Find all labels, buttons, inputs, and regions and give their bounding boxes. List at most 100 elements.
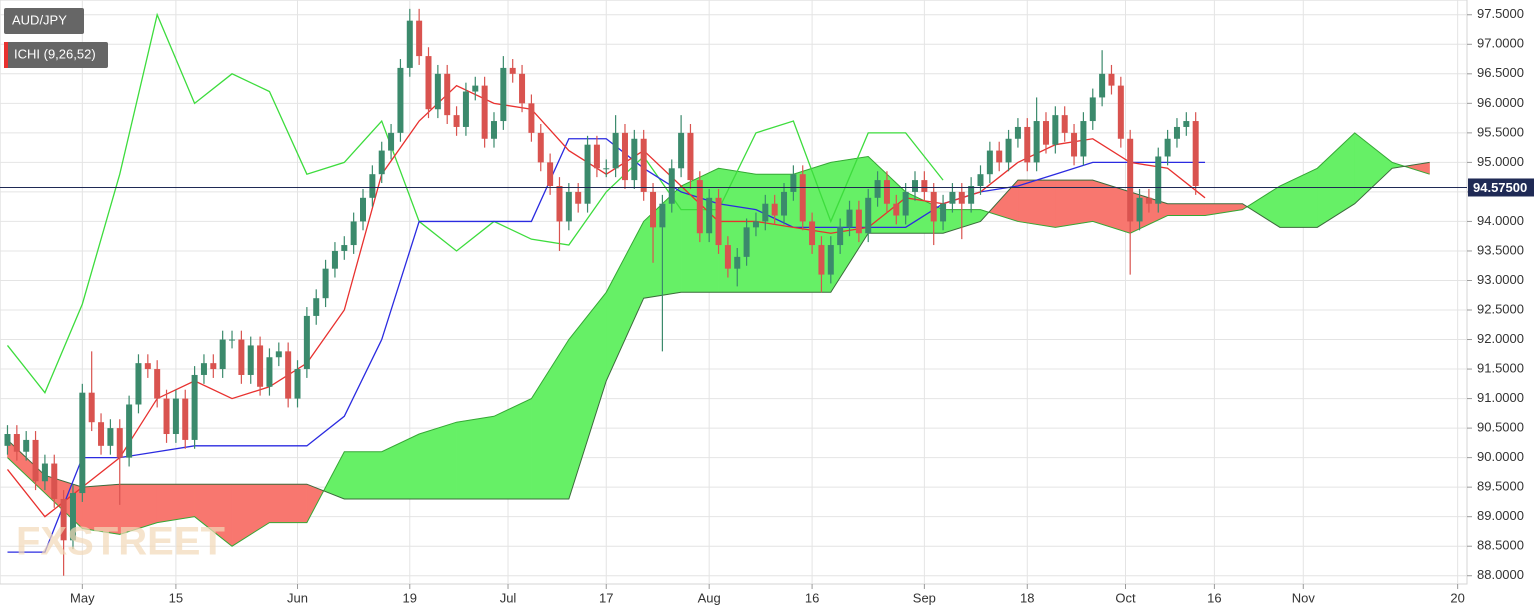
candle-body (247, 345, 254, 375)
candle-body (51, 463, 58, 499)
candle-body (266, 357, 273, 387)
candle-body (135, 363, 142, 405)
candle-body (565, 191, 572, 222)
candle-body (621, 132, 628, 181)
x-tick-label: 15 (169, 590, 183, 605)
symbol-label: AUD/JPY (12, 12, 67, 27)
x-tick-label: 17 (599, 590, 613, 605)
cloud-segment (755, 173, 794, 293)
candle-body (107, 428, 114, 446)
cloud-segment (418, 421, 457, 500)
candle-body (490, 121, 497, 139)
candle-body (537, 132, 544, 163)
y-tick-label: 92.5000 (1477, 301, 1524, 316)
x-tick-label: Oct (1115, 590, 1136, 605)
candle-body (902, 191, 909, 216)
candle-body (547, 162, 554, 187)
candle-body (275, 351, 282, 358)
candle-body (1127, 138, 1134, 222)
candle-body (528, 103, 535, 133)
indicator-marker (4, 42, 8, 68)
candle-body (41, 463, 48, 482)
candle-body (172, 398, 179, 435)
candle-body (1089, 97, 1096, 122)
cloud-edge (7, 132, 1430, 547)
candle-body (818, 245, 825, 275)
candle-body (1136, 197, 1143, 222)
candle-body (360, 197, 367, 222)
candle-body (696, 180, 703, 234)
candle-body (631, 138, 638, 181)
candle-body (1108, 73, 1115, 86)
candle-body (996, 150, 1003, 163)
candle-body (855, 209, 862, 234)
candle-body (182, 398, 189, 440)
y-tick-label: 93.5000 (1477, 242, 1524, 257)
x-tick-label: Nov (1292, 590, 1316, 605)
candle-body (88, 392, 95, 423)
candle-body (584, 144, 591, 204)
candle-body (986, 150, 993, 175)
last-price-badge (1468, 178, 1534, 197)
candle-body (799, 174, 806, 222)
candle-body (219, 339, 226, 370)
candle-body (1164, 138, 1171, 157)
candle-body (715, 197, 722, 246)
y-tick-label: 92.0000 (1477, 331, 1524, 346)
indicator-label: ICHI (9,26,52) (14, 46, 96, 61)
cloud-segment (456, 416, 495, 500)
candle-body (762, 203, 769, 222)
candle-body (1005, 138, 1012, 163)
x-tick-label: 18 (1020, 590, 1034, 605)
x-tick-label: 19 (403, 590, 417, 605)
candle-body (678, 132, 685, 169)
candle-body (229, 339, 236, 341)
candle-body (1117, 85, 1124, 139)
candle-body (949, 191, 956, 204)
candle-body (659, 203, 666, 228)
candle-body (1145, 197, 1152, 204)
candle-body (369, 174, 376, 198)
candle-body (977, 174, 984, 187)
y-tick-label: 96.5000 (1477, 65, 1524, 80)
candle-body (519, 73, 526, 104)
candle-body (1014, 126, 1021, 139)
candle-body (958, 191, 965, 204)
candle-body (69, 493, 76, 541)
candle-body (425, 56, 432, 110)
candle-body (1080, 121, 1087, 157)
candle-body (1042, 121, 1049, 145)
candle-body (874, 180, 881, 198)
y-tick-label: 97.0000 (1477, 36, 1524, 51)
x-tick-label: Jul (500, 590, 517, 605)
candle-body (1024, 126, 1031, 163)
candle-body (257, 345, 264, 387)
candle-body (303, 315, 310, 370)
candle-body (930, 191, 937, 222)
candle-body (397, 67, 404, 133)
candle-body (846, 209, 853, 228)
symbol-badge (4, 8, 84, 34)
candle-body (734, 256, 741, 269)
x-tick-label: Jun (287, 590, 308, 605)
candle-body (1183, 121, 1190, 127)
candle-body (743, 227, 750, 257)
y-tick-label: 90.5000 (1477, 420, 1524, 435)
x-tick-label: Sep (913, 590, 936, 605)
candle-body (481, 85, 488, 139)
candle-body (163, 398, 170, 435)
candle-body (865, 197, 872, 234)
y-tick-label: 89.5000 (1477, 479, 1524, 494)
candle-body (294, 369, 301, 399)
x-tick-label: May (70, 590, 95, 605)
candle-body (827, 245, 834, 275)
cloud-edge (7, 161, 1430, 500)
candle-body (809, 221, 816, 246)
candle-body (650, 191, 657, 228)
y-tick-label: 91.5000 (1477, 360, 1524, 375)
candle-body (893, 203, 900, 216)
y-tick-label: 90.0000 (1477, 449, 1524, 464)
candle-body (593, 144, 600, 169)
